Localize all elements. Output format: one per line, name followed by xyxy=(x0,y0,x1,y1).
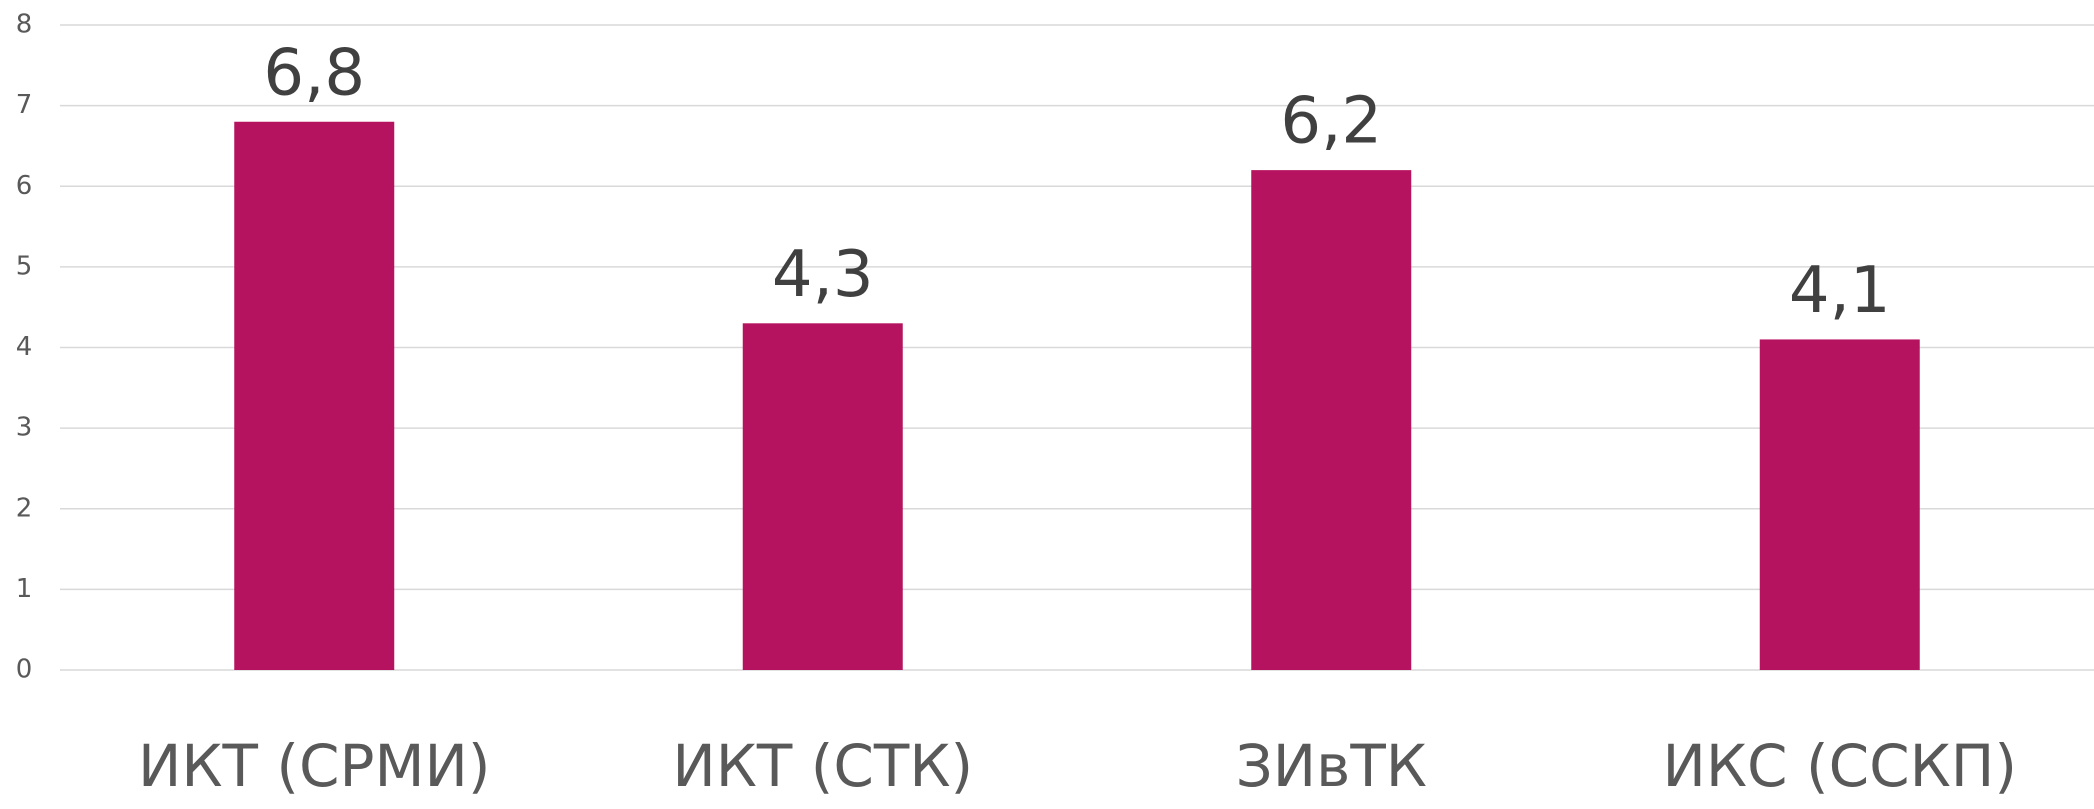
y-tick-label: 4 xyxy=(16,332,33,362)
x-tick-label: ИКТ (СРМИ) xyxy=(138,732,491,800)
y-tick-label: 7 xyxy=(16,90,33,120)
y-tick-label: 5 xyxy=(16,251,33,281)
value-label: 4,1 xyxy=(1789,254,1891,328)
bar xyxy=(742,323,903,670)
bar xyxy=(1759,339,1920,670)
value-label: 6,2 xyxy=(1280,85,1382,159)
y-tick-label: 3 xyxy=(16,413,33,443)
x-tick-label: ИКТ (СТК) xyxy=(672,732,973,800)
y-tick-label: 2 xyxy=(16,493,33,523)
y-tick-label: 1 xyxy=(16,574,33,604)
bar xyxy=(234,121,395,670)
y-tick-label: 6 xyxy=(16,171,33,201)
y-tick-label: 8 xyxy=(16,10,33,40)
bar xyxy=(1251,170,1412,670)
y-tick-label: 0 xyxy=(16,655,33,685)
value-label: 6,8 xyxy=(263,36,365,110)
x-tick-label: ЗИвТК xyxy=(1236,732,1427,800)
value-label: 4,3 xyxy=(772,238,874,312)
x-tick-label: ИКС (ССКП) xyxy=(1662,732,2017,800)
